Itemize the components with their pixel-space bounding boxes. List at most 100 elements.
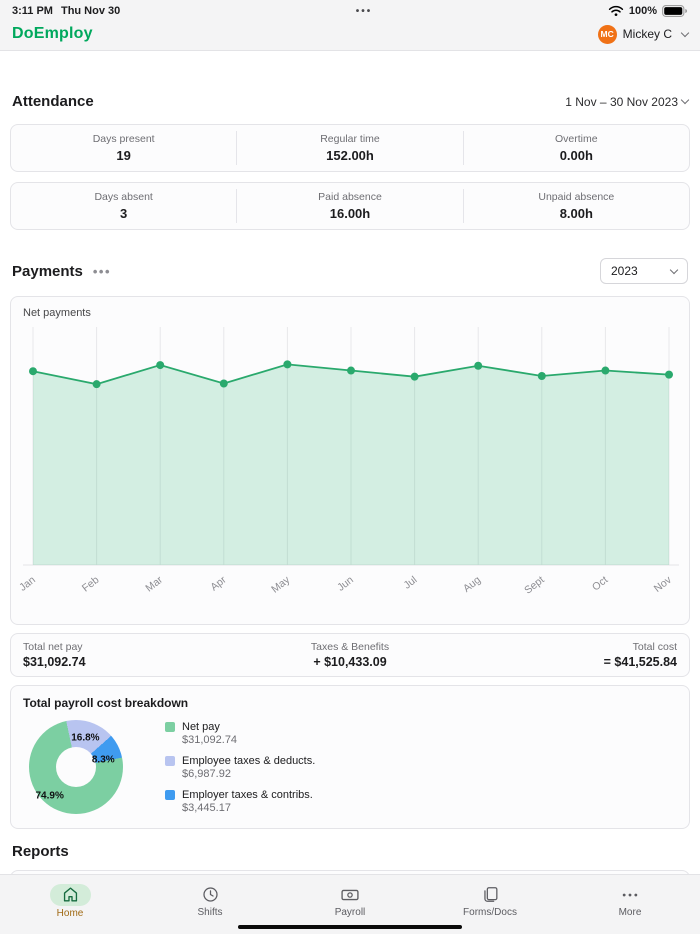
legend-amount: $31,092.74 <box>182 733 238 746</box>
legend-swatch <box>165 721 175 732</box>
pct-label-employee-taxes: 16.8% <box>71 732 100 744</box>
chevron-down-icon <box>680 28 690 37</box>
svg-text:Mar: Mar <box>143 574 165 595</box>
stat-days-absent: Days absent 3 <box>11 189 236 223</box>
svg-text:Jan: Jan <box>19 574 38 594</box>
stat-label: Unpaid absence <box>538 191 615 203</box>
stat-value: = $41,525.84 <box>603 655 677 669</box>
reports-title: Reports <box>12 843 69 860</box>
stat-label: Total net pay <box>23 641 83 653</box>
chevron-down-icon <box>669 265 679 274</box>
tab-home[interactable]: Home <box>0 878 140 919</box>
stat-value: 16.00h <box>329 206 371 221</box>
status-date: Thu Nov 30 <box>60 5 121 17</box>
legend-label: Employer taxes & contribs. <box>182 788 313 801</box>
date-range-value: 1 Nov – 30 Nov 2023 <box>565 94 678 109</box>
legend-item-employee-taxes: Employee taxes & deducts. $6,987.92 <box>165 755 315 780</box>
stat-value: 8.00h <box>559 206 593 221</box>
stat-value: 3 <box>120 206 128 221</box>
tab-label: Forms/Docs <box>463 906 517 918</box>
stat-label: Total cost <box>632 641 677 653</box>
attendance-date-range-select[interactable]: 1 Nov – 30 Nov 2023 <box>565 94 690 109</box>
payments-totals-row: Total net pay $31,092.74 Taxes & Benefit… <box>10 633 690 677</box>
legend-item-employer-taxes: Employer taxes & contribs. $3,445.17 <box>165 789 315 814</box>
tab-label: Payroll <box>334 906 366 918</box>
legend-swatch <box>165 789 175 800</box>
stat-unpaid-absence: Unpaid absence 8.00h <box>462 189 689 223</box>
total-net-pay: Total net pay $31,092.74 <box>23 641 241 669</box>
stat-label: Regular time <box>320 133 380 145</box>
home-indicator[interactable] <box>238 924 462 929</box>
svg-text:Nov: Nov <box>652 573 675 594</box>
stat-value: 19 <box>116 148 131 163</box>
legend-swatch <box>165 755 175 766</box>
legend-amount: $6,987.92 <box>182 767 231 780</box>
attendance-stats-row-2: Days absent 3 Paid absence 16.00h Unpaid… <box>10 182 690 230</box>
svg-text:Apr: Apr <box>208 574 229 594</box>
svg-text:Sept: Sept <box>522 574 546 597</box>
svg-text:Feb: Feb <box>80 574 102 595</box>
main-content: Attendance 1 Nov – 30 Nov 2023 Days pres… <box>0 51 700 874</box>
stat-value: 152.00h <box>326 148 374 163</box>
multitask-dots-icon[interactable]: ••• <box>355 5 373 17</box>
taxes-benefits: Taxes & Benefits + $10,433.09 <box>241 641 459 669</box>
svg-text:Jun: Jun <box>335 574 356 594</box>
stat-paid-absence: Paid absence 16.00h <box>236 189 462 223</box>
stat-label: Overtime <box>555 133 598 145</box>
stat-regular-time: Regular time 152.00h <box>236 131 462 165</box>
year-select[interactable]: 2023 <box>600 258 688 284</box>
payments-title: Payments <box>12 262 83 280</box>
stat-overtime: Overtime 0.00h <box>462 131 689 165</box>
tab-payroll[interactable]: Payroll <box>280 879 420 918</box>
user-name: Mickey C <box>622 27 672 41</box>
payments-menu-button[interactable]: ••• <box>92 263 112 279</box>
stat-label: Days absent <box>94 191 153 203</box>
stat-value: 0.00h <box>559 148 593 163</box>
tab-label: Shifts <box>197 906 223 918</box>
attendance-title: Attendance <box>12 93 94 110</box>
chevron-down-icon <box>680 95 690 105</box>
legend-label: Employee taxes & deducts. <box>182 754 316 767</box>
net-payments-card: Net payments Jan Feb Mar Apr May Jun Jul Aug Sep… <box>10 296 690 625</box>
documents-icon <box>481 885 500 905</box>
stat-label: Days present <box>92 133 155 145</box>
app-logo[interactable]: DoEmploy <box>12 25 93 42</box>
tab-forms-docs[interactable]: Forms/Docs <box>420 879 560 918</box>
breakdown-title: Total payroll cost breakdown <box>23 696 189 710</box>
attendance-stats-row-1: Days present 19 Regular time 152.00h Ove… <box>10 124 690 172</box>
tab-more[interactable]: More <box>560 879 700 918</box>
donut-legend: Net pay $31,092.74 Employee taxes & dedu… <box>165 721 315 814</box>
home-icon <box>49 883 91 906</box>
user-menu[interactable]: MC Mickey C <box>597 24 690 44</box>
banknote-icon <box>340 885 360 905</box>
svg-text:May: May <box>269 573 293 595</box>
status-bar: 3:11 PM Thu Nov 30 ••• 100% <box>0 0 700 22</box>
ellipsis-icon <box>620 885 640 905</box>
pct-label-net-pay: 74.9% <box>35 790 64 802</box>
legend-label: Net pay <box>182 720 220 733</box>
donut-hole <box>56 747 96 787</box>
clock-icon <box>201 885 220 905</box>
legend-amount: $3,445.17 <box>182 801 231 814</box>
stat-label: Paid absence <box>318 191 382 203</box>
battery-percent: 100% <box>628 5 657 17</box>
tab-shifts[interactable]: Shifts <box>140 879 280 918</box>
tab-label: Home <box>56 907 84 919</box>
svg-text:Aug: Aug <box>461 574 483 595</box>
chart-title: Net payments <box>23 307 91 319</box>
bottom-navigation: Home Shifts Payroll Forms/Docs <box>0 874 700 934</box>
svg-text:Oct: Oct <box>590 574 610 594</box>
stat-label: Taxes & Benefits <box>310 641 390 653</box>
wifi-icon <box>608 5 624 17</box>
avatar: MC <box>597 24 617 44</box>
year-value: 2023 <box>611 264 638 278</box>
status-time: 3:11 PM <box>12 5 53 17</box>
payroll-breakdown-donut: 74.9% 16.8% 8.3% <box>29 720 123 814</box>
top-bars: 3:11 PM Thu Nov 30 ••• 100% DoEmploy MC … <box>0 0 700 51</box>
app-header: DoEmploy MC Mickey C <box>0 22 700 50</box>
stat-value: $31,092.74 <box>23 655 86 669</box>
total-cost: Total cost = $41,525.84 <box>459 641 677 669</box>
battery-icon <box>662 5 688 17</box>
net-payments-chart: Jan Feb Mar Apr May Jun Jul Aug Sept Oct Nov <box>17 327 679 597</box>
